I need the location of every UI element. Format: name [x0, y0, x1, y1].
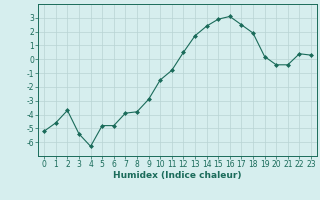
- X-axis label: Humidex (Indice chaleur): Humidex (Indice chaleur): [113, 171, 242, 180]
